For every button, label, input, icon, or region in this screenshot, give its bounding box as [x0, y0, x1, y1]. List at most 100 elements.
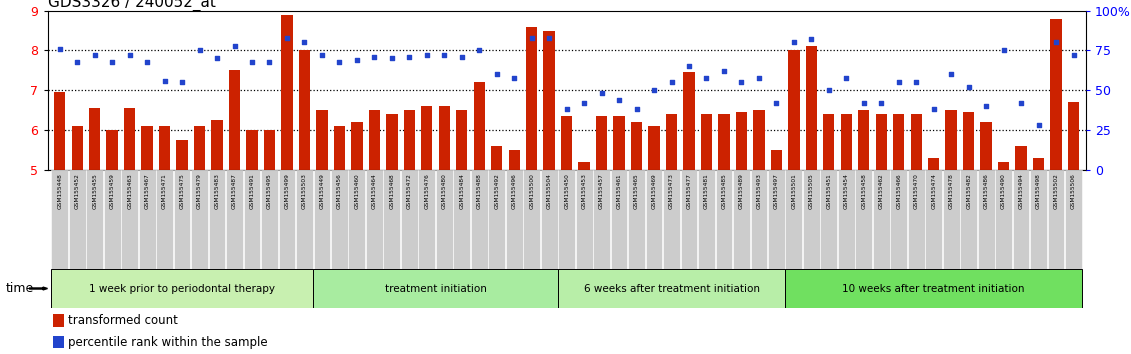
Text: GSM155484: GSM155484	[459, 173, 464, 209]
Bar	[701, 114, 713, 170]
Bar	[805, 46, 817, 170]
FancyBboxPatch shape	[855, 170, 872, 269]
Text: GSM155485: GSM155485	[722, 173, 726, 209]
Text: GSM155477: GSM155477	[687, 173, 691, 209]
FancyBboxPatch shape	[873, 170, 890, 269]
Text: GSM155500: GSM155500	[529, 173, 534, 209]
FancyBboxPatch shape	[908, 170, 925, 269]
Point	[190, 47, 208, 53]
Bar	[578, 162, 589, 170]
Text: GSM155459: GSM155459	[110, 173, 114, 209]
Point	[470, 47, 489, 53]
Point	[51, 46, 69, 52]
Text: GSM155460: GSM155460	[354, 173, 360, 209]
Bar	[491, 146, 502, 170]
Text: GSM155464: GSM155464	[372, 173, 377, 209]
Point	[628, 107, 646, 112]
FancyBboxPatch shape	[69, 170, 86, 269]
Point	[400, 54, 418, 59]
Bar	[946, 110, 957, 170]
Point	[977, 103, 995, 109]
Bar	[124, 108, 136, 170]
Text: GSM155465: GSM155465	[634, 173, 639, 209]
FancyBboxPatch shape	[51, 269, 313, 308]
FancyBboxPatch shape	[104, 170, 121, 269]
FancyBboxPatch shape	[1065, 170, 1082, 269]
Bar	[929, 158, 940, 170]
Point	[715, 68, 733, 74]
FancyBboxPatch shape	[960, 170, 977, 269]
Text: GSM155455: GSM155455	[93, 173, 97, 209]
Text: GSM155505: GSM155505	[809, 173, 814, 209]
Bar	[228, 70, 240, 170]
Text: GSM155502: GSM155502	[1054, 173, 1059, 209]
Text: GSM155498: GSM155498	[1036, 173, 1041, 209]
Text: GSM155493: GSM155493	[757, 173, 761, 209]
Bar	[106, 130, 118, 170]
FancyBboxPatch shape	[383, 170, 400, 269]
Point	[435, 52, 454, 58]
Bar	[282, 15, 293, 170]
Point	[121, 52, 139, 58]
Bar	[317, 110, 328, 170]
FancyBboxPatch shape	[191, 170, 208, 269]
FancyBboxPatch shape	[174, 170, 190, 269]
FancyBboxPatch shape	[331, 170, 348, 269]
Point	[785, 40, 803, 45]
Text: GSM155453: GSM155453	[581, 173, 587, 209]
Point	[820, 87, 838, 93]
Point	[907, 80, 925, 85]
Bar	[474, 82, 485, 170]
FancyBboxPatch shape	[524, 170, 541, 269]
FancyBboxPatch shape	[995, 170, 1012, 269]
Bar	[753, 110, 765, 170]
Bar	[421, 106, 432, 170]
Bar	[981, 122, 992, 170]
Bar	[840, 114, 852, 170]
FancyBboxPatch shape	[156, 170, 173, 269]
Bar	[613, 116, 624, 170]
Text: GSM155457: GSM155457	[599, 173, 604, 209]
Text: GSM155452: GSM155452	[75, 173, 79, 209]
FancyBboxPatch shape	[278, 170, 295, 269]
Text: 1 week prior to periodontal therapy: 1 week prior to periodontal therapy	[89, 284, 275, 293]
Text: GSM155494: GSM155494	[1019, 173, 1024, 209]
Text: GSM155492: GSM155492	[494, 173, 499, 209]
Bar	[962, 112, 974, 170]
Text: GSM155496: GSM155496	[511, 173, 517, 209]
Point	[663, 80, 681, 85]
Point	[872, 100, 890, 106]
FancyBboxPatch shape	[139, 170, 156, 269]
Bar	[299, 50, 310, 170]
Point	[138, 59, 156, 64]
FancyBboxPatch shape	[646, 170, 663, 269]
FancyBboxPatch shape	[751, 170, 767, 269]
Text: GSM155461: GSM155461	[616, 173, 622, 209]
Point	[330, 59, 348, 64]
Point	[925, 107, 943, 112]
Text: percentile rank within the sample: percentile rank within the sample	[68, 336, 268, 349]
FancyBboxPatch shape	[506, 170, 523, 269]
FancyBboxPatch shape	[313, 170, 330, 269]
Text: GSM155458: GSM155458	[862, 173, 866, 209]
Text: GSM155506: GSM155506	[1071, 173, 1076, 209]
Text: GSM155462: GSM155462	[879, 173, 883, 209]
Point	[506, 75, 524, 80]
Bar	[631, 122, 642, 170]
Bar	[788, 50, 800, 170]
Bar	[211, 120, 223, 170]
Text: GSM155448: GSM155448	[58, 173, 62, 209]
Text: GSM155472: GSM155472	[407, 173, 412, 209]
Bar	[561, 116, 572, 170]
Point	[86, 52, 104, 58]
FancyBboxPatch shape	[470, 170, 487, 269]
Point	[837, 75, 855, 80]
Bar	[404, 110, 415, 170]
Bar	[52, 314, 63, 327]
Text: GSM155456: GSM155456	[337, 173, 342, 209]
Text: transformed count: transformed count	[68, 314, 178, 327]
FancyBboxPatch shape	[489, 170, 506, 269]
Point	[610, 97, 628, 103]
Bar	[509, 150, 520, 170]
Text: GSM155489: GSM155489	[739, 173, 744, 209]
